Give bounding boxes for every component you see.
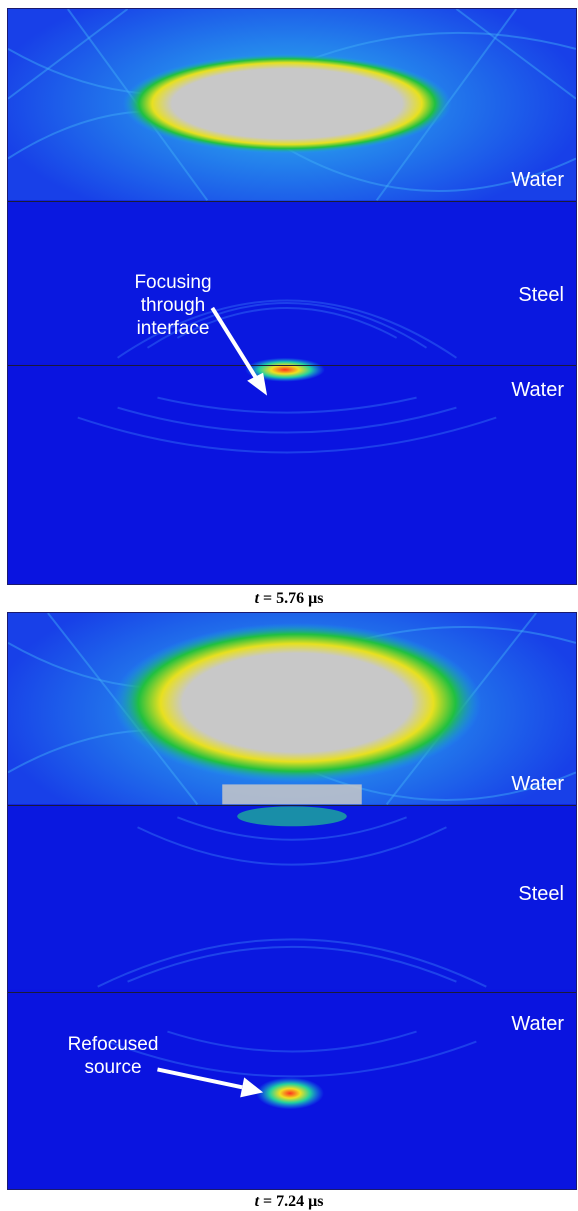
wavefield-image-bottom: [8, 613, 576, 1189]
focus-spot-bottom: [256, 1077, 324, 1110]
medium-label-water-upper: Water: [511, 169, 564, 191]
interface-line-water-steel: [8, 805, 576, 806]
wavefield-panel-bottom: Water Steel Water Refocused source: [7, 612, 577, 1190]
interface-line-steel-water: [8, 365, 576, 366]
wavefield-image-top: [8, 9, 576, 584]
wavefield-panel-top: Water Steel Water Focusing through inter…: [7, 8, 577, 585]
interface-line-steel-water: [8, 992, 576, 993]
medium-label-water-lower: Water: [511, 379, 564, 401]
caption-value: = 7.24 μs: [263, 1193, 324, 1210]
annotation-refocused: Refocused source: [48, 1033, 178, 1079]
caption-variable: t: [254, 1193, 260, 1210]
annotation-line: source: [84, 1057, 142, 1078]
annotation-line: interface: [136, 318, 210, 339]
annotation-line: Refocused: [67, 1034, 159, 1055]
medium-label-steel: Steel: [518, 883, 564, 905]
caption-variable: t: [254, 590, 260, 607]
caption-bottom: t = 7.24 μs: [0, 1193, 578, 1211]
medium-label-water-upper: Water: [511, 773, 564, 795]
caption-top: t = 5.76 μs: [0, 590, 578, 608]
focus-spot-top: [245, 357, 325, 382]
medium-label-steel: Steel: [518, 284, 564, 306]
annotation-focusing: Focusing through interface: [108, 271, 238, 340]
caption-value: = 5.76 μs: [263, 590, 324, 607]
medium-label-water-lower: Water: [511, 1013, 564, 1035]
annotation-line: through: [140, 295, 206, 316]
annotation-line: Focusing: [134, 272, 212, 293]
interface-line-water-steel: [8, 201, 576, 202]
